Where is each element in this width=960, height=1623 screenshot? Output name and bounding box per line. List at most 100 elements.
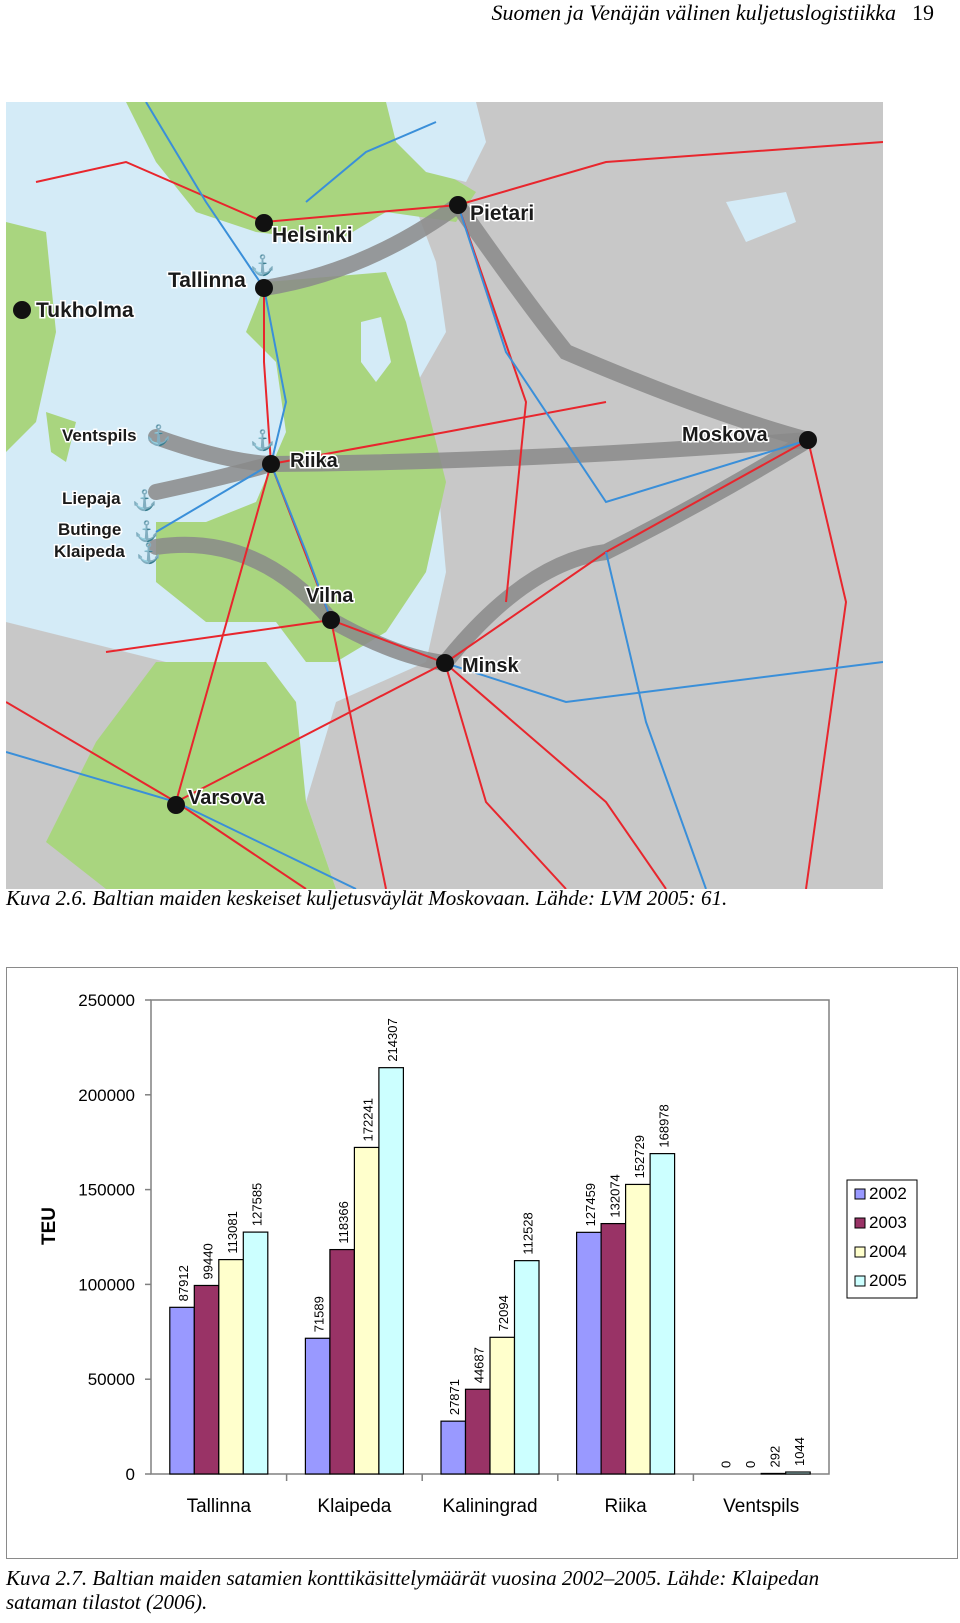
anchor-icon: ⚓ <box>136 541 161 565</box>
bar <box>624 1183 651 1475</box>
data-label: 292 <box>767 1446 782 1468</box>
railways <box>6 102 883 889</box>
y-tick-label: 50000 <box>88 1370 135 1389</box>
bar <box>785 1471 811 1475</box>
lake-peipus <box>361 317 391 382</box>
x-tick-label: Klaipeda <box>317 1496 391 1517</box>
data-label: 0 <box>743 1461 758 1468</box>
data-label: 112528 <box>521 1212 536 1254</box>
data-label: 99440 <box>201 1243 216 1279</box>
city-label-moskova: Moskova <box>682 424 768 446</box>
city-label-minsk: Minsk <box>462 655 520 677</box>
bar <box>489 1336 516 1475</box>
plot-area: 0 50000 100000 150000 200000 250000 Tallinna 87… <box>78 991 918 1517</box>
bar <box>760 1472 787 1475</box>
bar <box>440 1420 467 1475</box>
city-labels: Helsinki Pietari Tallinna Tukholma Vents… <box>35 201 770 811</box>
figure-caption-2: Kuva 2.7. Baltian maiden satamien kontti… <box>6 1566 819 1614</box>
map-svg: ⚓ ⚓ ⚓ ⚓ ⚓ ⚓ Helsinki Pietari Tallinna Tu… <box>6 102 883 889</box>
bar <box>600 1222 627 1475</box>
city-label-klaipeda: Klaipeda <box>54 542 125 561</box>
land-poland <box>46 662 336 889</box>
page-header: Suomen ja Venäjän välinen kuljetuslogist… <box>492 0 934 26</box>
bar <box>304 1337 331 1475</box>
data-label: 132074 <box>607 1174 622 1217</box>
figure-caption-2-line-2: sataman tilastot (2006). <box>6 1590 208 1614</box>
land-sweden <box>6 222 56 452</box>
legend-label: 2002 <box>869 1184 907 1203</box>
city-label-helsinki: Helsinki <box>272 224 353 247</box>
city-label-pietari: Pietari <box>470 202 534 225</box>
data-label: 172241 <box>361 1098 376 1141</box>
bar <box>649 1153 676 1475</box>
bar <box>329 1248 355 1475</box>
bar <box>218 1258 244 1475</box>
city-label-liepaja: Liepaja <box>62 489 121 508</box>
data-label: 44687 <box>472 1347 487 1383</box>
land-russia <box>306 102 883 889</box>
anchor-icon: ⚓ <box>250 253 275 277</box>
city-label-varsova: Varsova <box>188 787 266 809</box>
legend-swatch <box>854 1275 866 1287</box>
y-tick-label: 0 <box>126 1465 135 1484</box>
data-label: 113081 <box>225 1211 240 1253</box>
city-label-vilna: Vilna <box>306 585 354 607</box>
port-anchors: ⚓ ⚓ ⚓ ⚓ ⚓ ⚓ <box>132 253 275 565</box>
figure-caption-2-line-1: Kuva 2.7. Baltian maiden satamien kontti… <box>6 1566 820 1590</box>
x-tick-label: Ventspils <box>723 1496 799 1517</box>
page-number: 19 <box>912 0 934 25</box>
data-label: 127459 <box>583 1183 598 1226</box>
data-label: 27871 <box>447 1379 462 1415</box>
x-tick-label: Tallinna <box>187 1496 252 1517</box>
data-label: 0 <box>718 1461 733 1468</box>
y-axis-title: TEU <box>39 1207 60 1245</box>
legend-swatch <box>854 1217 866 1229</box>
legend-swatch <box>854 1188 866 1200</box>
data-label: 152729 <box>632 1135 647 1178</box>
y-tick-label: 150000 <box>78 1181 135 1200</box>
header-title: Suomen ja Venäjän välinen kuljetuslogist… <box>491 0 896 25</box>
data-label: 118366 <box>336 1201 351 1243</box>
y-tick-label: 250000 <box>78 991 135 1010</box>
bar <box>378 1067 404 1475</box>
land-gotland <box>46 412 76 462</box>
bar <box>353 1146 380 1475</box>
bar <box>169 1306 195 1475</box>
data-label: 168978 <box>656 1104 671 1147</box>
city-label-riika: Riika <box>290 450 339 472</box>
bar <box>464 1388 491 1475</box>
data-label: 72094 <box>496 1295 511 1331</box>
transport-map: ⚓ ⚓ ⚓ ⚓ ⚓ ⚓ Helsinki Pietari Tallinna Tu… <box>6 102 883 889</box>
data-label: 1044 <box>792 1437 807 1466</box>
data-label: 214307 <box>385 1018 400 1061</box>
legend-swatch <box>854 1246 866 1258</box>
x-tick-label: Kaliningrad <box>442 1496 537 1517</box>
y-tick-label: 100000 <box>78 1275 135 1294</box>
anchor-icon: ⚓ <box>250 428 275 452</box>
chart-container: 0 50000 100000 150000 200000 250000 Tallinna 87… <box>6 967 958 1559</box>
figure-caption-1: Kuva 2.6. Baltian maiden keskeiset kulje… <box>6 886 728 910</box>
data-label: 71589 <box>312 1296 327 1332</box>
data-label: 87912 <box>176 1265 191 1301</box>
legend-label: 2003 <box>869 1213 907 1232</box>
x-tick-label: Riika <box>604 1496 647 1517</box>
city-dots <box>13 196 817 814</box>
y-tick-label: 200000 <box>78 1086 135 1105</box>
legend-label: 2004 <box>869 1242 907 1261</box>
bar <box>513 1260 540 1475</box>
land-finland <box>126 102 476 242</box>
bar <box>242 1231 269 1475</box>
data-label: 127585 <box>250 1183 265 1226</box>
bar <box>575 1231 602 1475</box>
lake-ladoga <box>386 102 486 182</box>
anchor-icon: ⚓ <box>146 423 171 447</box>
bar <box>193 1284 220 1475</box>
bar-chart: 0 50000 100000 150000 200000 250000 Tallinna 87… <box>39 991 918 1517</box>
lake-east <box>726 192 796 242</box>
anchor-icon: ⚓ <box>134 519 159 543</box>
city-label-tallinna: Tallinna <box>168 269 246 292</box>
city-label-ventspils: Ventspils <box>62 426 137 445</box>
city-label-butinge: Butinge <box>58 520 121 539</box>
anchor-icon: ⚓ <box>132 488 157 512</box>
legend-label: 2005 <box>869 1271 907 1290</box>
